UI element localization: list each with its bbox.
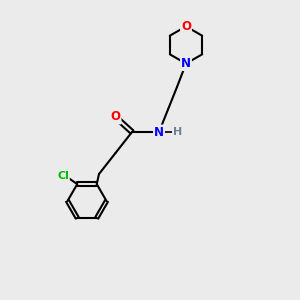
Text: N: N — [154, 125, 164, 139]
Text: H: H — [173, 127, 182, 137]
Text: O: O — [181, 20, 191, 33]
Text: O: O — [110, 110, 121, 124]
Text: Cl: Cl — [57, 171, 69, 181]
Text: N: N — [181, 57, 191, 70]
